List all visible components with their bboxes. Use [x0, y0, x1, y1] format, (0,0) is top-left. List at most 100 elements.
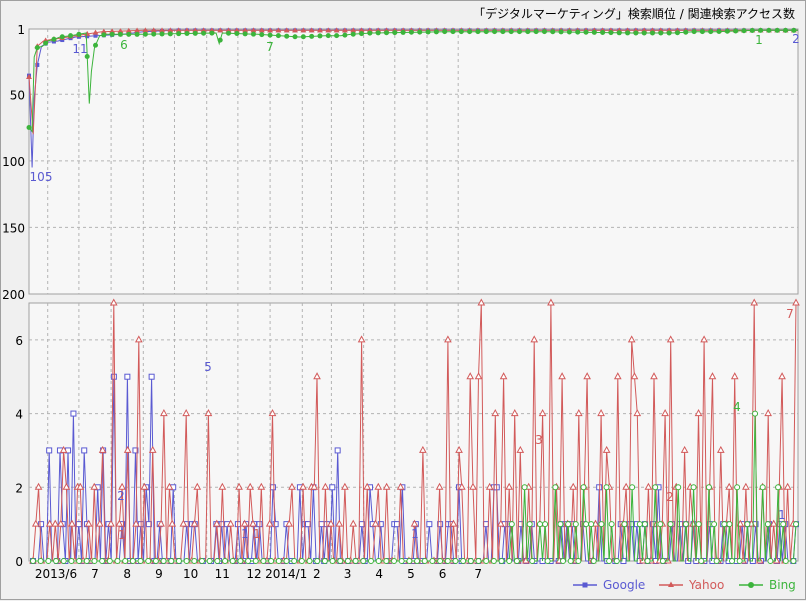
rank-marker	[309, 33, 315, 39]
access-point	[750, 298, 759, 306]
rank-annotation: 2	[792, 32, 800, 46]
access-point	[314, 558, 321, 564]
access-x-tick-label: 3	[344, 567, 352, 581]
access-point	[257, 482, 266, 490]
access-point	[114, 558, 121, 564]
rank-marker	[258, 27, 265, 33]
access-point	[95, 519, 104, 527]
rank-marker	[699, 29, 705, 35]
rank-marker	[525, 29, 531, 35]
access-point	[109, 298, 118, 306]
access-point	[38, 521, 45, 528]
access-point	[91, 558, 98, 564]
access-point	[597, 409, 605, 417]
access-point	[182, 409, 190, 417]
rank-marker	[200, 27, 207, 33]
access-x-tick-label: 7	[91, 567, 99, 581]
rank-annotation: 6	[120, 38, 128, 52]
rank-marker	[259, 32, 265, 38]
rank-marker	[749, 27, 755, 33]
access-point	[736, 558, 743, 564]
access-point	[695, 521, 702, 528]
access-point	[499, 372, 508, 380]
access-point	[237, 558, 244, 564]
access-point	[775, 484, 782, 491]
rank-marker	[616, 30, 622, 36]
access-point	[175, 558, 182, 564]
rank-marker	[134, 31, 140, 37]
access-point	[730, 372, 739, 380]
rank-marker	[284, 33, 290, 39]
access-point	[444, 335, 452, 343]
access-point	[375, 558, 382, 564]
access-point	[191, 558, 198, 564]
access-point	[371, 519, 380, 527]
access-point	[84, 519, 93, 527]
access-point	[544, 558, 551, 564]
access-point	[327, 519, 335, 527]
access-point	[536, 521, 543, 528]
rank-marker	[358, 27, 365, 33]
access-point	[742, 482, 750, 490]
rank-marker	[275, 33, 281, 39]
access-point	[567, 558, 574, 564]
access-point	[206, 558, 213, 564]
access-point	[606, 558, 613, 564]
rank-annotation: 105	[30, 170, 53, 184]
rank-marker	[341, 27, 348, 33]
access-annotation: 1	[411, 527, 419, 541]
rank-marker	[117, 28, 124, 34]
access-point	[633, 409, 642, 417]
rank-marker	[84, 30, 91, 36]
rank-marker	[68, 33, 74, 39]
access-point	[780, 521, 787, 528]
rank-marker	[93, 42, 99, 48]
access-point	[334, 447, 341, 454]
rank-marker	[292, 34, 298, 40]
rank-marker	[674, 30, 680, 36]
access-point	[449, 519, 458, 527]
access-point	[457, 482, 466, 490]
access-point	[708, 372, 717, 380]
access-point	[764, 409, 772, 417]
access-point	[53, 558, 60, 564]
rank-marker	[425, 29, 431, 35]
rank-marker	[500, 29, 506, 35]
rank-marker	[201, 30, 207, 36]
access-annotation: 4	[733, 400, 741, 414]
rank-marker	[242, 27, 249, 33]
access-point	[57, 519, 65, 527]
access-point	[414, 558, 421, 564]
access-point	[644, 482, 653, 490]
access-point	[603, 484, 610, 491]
access-point	[613, 372, 622, 380]
access-point	[212, 519, 221, 527]
access-y-tick-label: 6	[15, 334, 23, 348]
access-point	[711, 521, 718, 528]
rank-marker	[59, 34, 65, 40]
access-point	[110, 373, 117, 380]
access-point	[46, 447, 53, 454]
rank-marker	[34, 45, 40, 51]
rank-marker	[766, 27, 772, 33]
rank-marker	[508, 29, 514, 35]
rank-marker	[159, 31, 165, 37]
rank-marker	[492, 29, 498, 35]
access-point	[249, 519, 257, 527]
access-point	[713, 558, 720, 564]
access-point	[721, 521, 728, 528]
access-point	[460, 558, 467, 564]
rank-marker	[708, 29, 714, 35]
access-point	[90, 482, 99, 490]
access-point	[98, 445, 107, 453]
access-point	[565, 521, 572, 528]
access-point	[490, 558, 497, 564]
access-point	[557, 521, 564, 528]
rank-marker	[633, 30, 639, 36]
rank-annotation: 11	[72, 42, 87, 56]
access-point	[583, 521, 590, 528]
access-point	[506, 558, 513, 564]
rank-marker	[84, 54, 90, 60]
access-point	[622, 482, 630, 490]
access-point	[782, 558, 789, 564]
